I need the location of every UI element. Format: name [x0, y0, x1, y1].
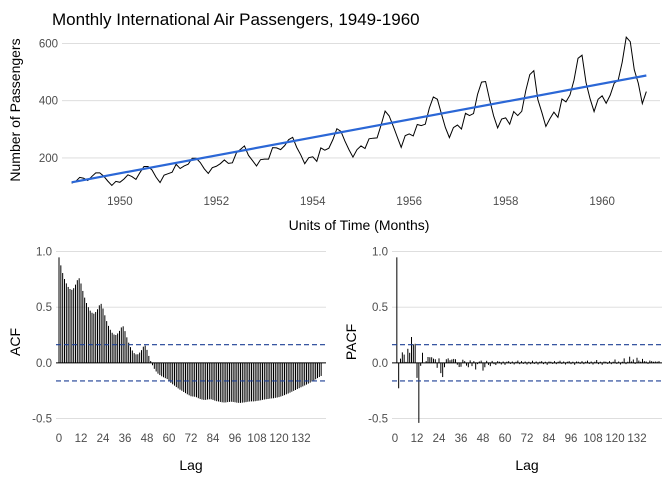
acf-x-tick-108: 108 — [247, 433, 266, 445]
linear-trend-line — [71, 74, 647, 184]
acf-x-tick-24: 24 — [97, 433, 110, 445]
pacf-x-tick-84: 84 — [543, 433, 556, 445]
pacf-y-tick-0: 0.0 — [372, 358, 388, 370]
pacf-bars — [396, 257, 660, 423]
pacf-y-tick-neg0_5: -0.5 — [368, 413, 388, 425]
pacf-y-tick-labels: -0.5 0.0 0.5 1.0 — [368, 247, 388, 426]
acf-y-tick-1: 1.0 — [36, 247, 52, 259]
top-y-tick-600: 600 — [39, 38, 58, 50]
top-x-tick-1956: 1956 — [396, 196, 422, 208]
acf-x-tick-12: 12 — [75, 433, 88, 445]
acf-y-tick-neg0_5: -0.5 — [32, 413, 52, 425]
top-y-axis-title: Number of Passengers — [7, 38, 23, 181]
pacf-x-tick-72: 72 — [521, 433, 534, 445]
acf-x-tick-0: 0 — [56, 433, 62, 445]
acf-y-tick-0: 0.0 — [36, 358, 52, 370]
pacf-x-tick-24: 24 — [433, 433, 446, 445]
top-x-tick-1952: 1952 — [204, 196, 230, 208]
top-x-tick-1958: 1958 — [493, 196, 519, 208]
pacf-x-tick-108: 108 — [583, 433, 602, 445]
passengers-time-series-panel: 200 400 600 1950 1952 1954 1956 1958 1960 Units… — [7, 36, 660, 233]
top-y-tick-200: 200 — [39, 153, 58, 165]
pacf-x-tick-36: 36 — [455, 433, 468, 445]
pacf-y-tick-0_5: 0.5 — [372, 302, 388, 314]
acf-x-tick-36: 36 — [119, 433, 132, 445]
acf-x-tick-96: 96 — [229, 433, 242, 445]
top-y-tick-labels: 200 400 600 — [39, 38, 58, 164]
acf-y-axis-title: ACF — [7, 328, 23, 356]
top-x-tick-1954: 1954 — [300, 196, 326, 208]
pacf-gridlines — [392, 251, 662, 419]
pacf-x-tick-48: 48 — [477, 433, 490, 445]
pacf-y-tick-1: 1.0 — [372, 247, 388, 259]
top-x-axis-title: Units of Time (Months) — [289, 217, 430, 233]
top-gridlines — [62, 42, 660, 159]
pacf-y-axis-title: PACF — [343, 324, 359, 360]
acf-confidence-lines — [56, 344, 326, 382]
passengers-series-line — [71, 36, 647, 187]
acf-x-tick-84: 84 — [207, 433, 220, 445]
pacf-x-tick-0: 0 — [392, 433, 398, 445]
pacf-x-tick-12: 12 — [411, 433, 424, 445]
acf-x-tick-48: 48 — [141, 433, 154, 445]
pacf-x-tick-120: 120 — [605, 433, 624, 445]
acf-x-tick-60: 60 — [163, 433, 176, 445]
pacf-panel: -0.5 0.0 0.5 1.0 0 12 24 36 48 60 72 84 96 108 120 132… — [343, 247, 662, 473]
pacf-x-tick-labels: 0 12 24 36 48 60 72 84 96 108 120 132 — [392, 433, 647, 445]
chart-title: Monthly International Air Passengers, 19… — [52, 10, 420, 29]
pacf-x-tick-60: 60 — [499, 433, 512, 445]
acf-x-tick-72: 72 — [185, 433, 198, 445]
pacf-x-tick-96: 96 — [565, 433, 578, 445]
acf-x-tick-132: 132 — [291, 433, 310, 445]
pacf-x-tick-132: 132 — [627, 433, 646, 445]
acf-panel: -0.5 0.0 0.5 1.0 0 12 24 36 48 60 72 84 96 108 120 132… — [7, 247, 326, 473]
acf-x-tick-120: 120 — [269, 433, 288, 445]
acf-y-tick-labels: -0.5 0.0 0.5 1.0 — [32, 247, 52, 426]
top-x-tick-labels: 1950 1952 1954 1956 1958 1960 — [107, 196, 615, 208]
top-x-tick-1950: 1950 — [107, 196, 133, 208]
acf-y-tick-0_5: 0.5 — [36, 302, 52, 314]
pacf-confidence-lines — [392, 344, 662, 382]
top-y-tick-400: 400 — [39, 96, 58, 108]
acf-x-tick-labels: 0 12 24 36 48 60 72 84 96 108 120 132 — [56, 433, 311, 445]
top-x-tick-1960: 1960 — [589, 196, 615, 208]
pacf-x-axis-title: Lag — [515, 457, 538, 473]
acf-x-axis-title: Lag — [179, 457, 202, 473]
